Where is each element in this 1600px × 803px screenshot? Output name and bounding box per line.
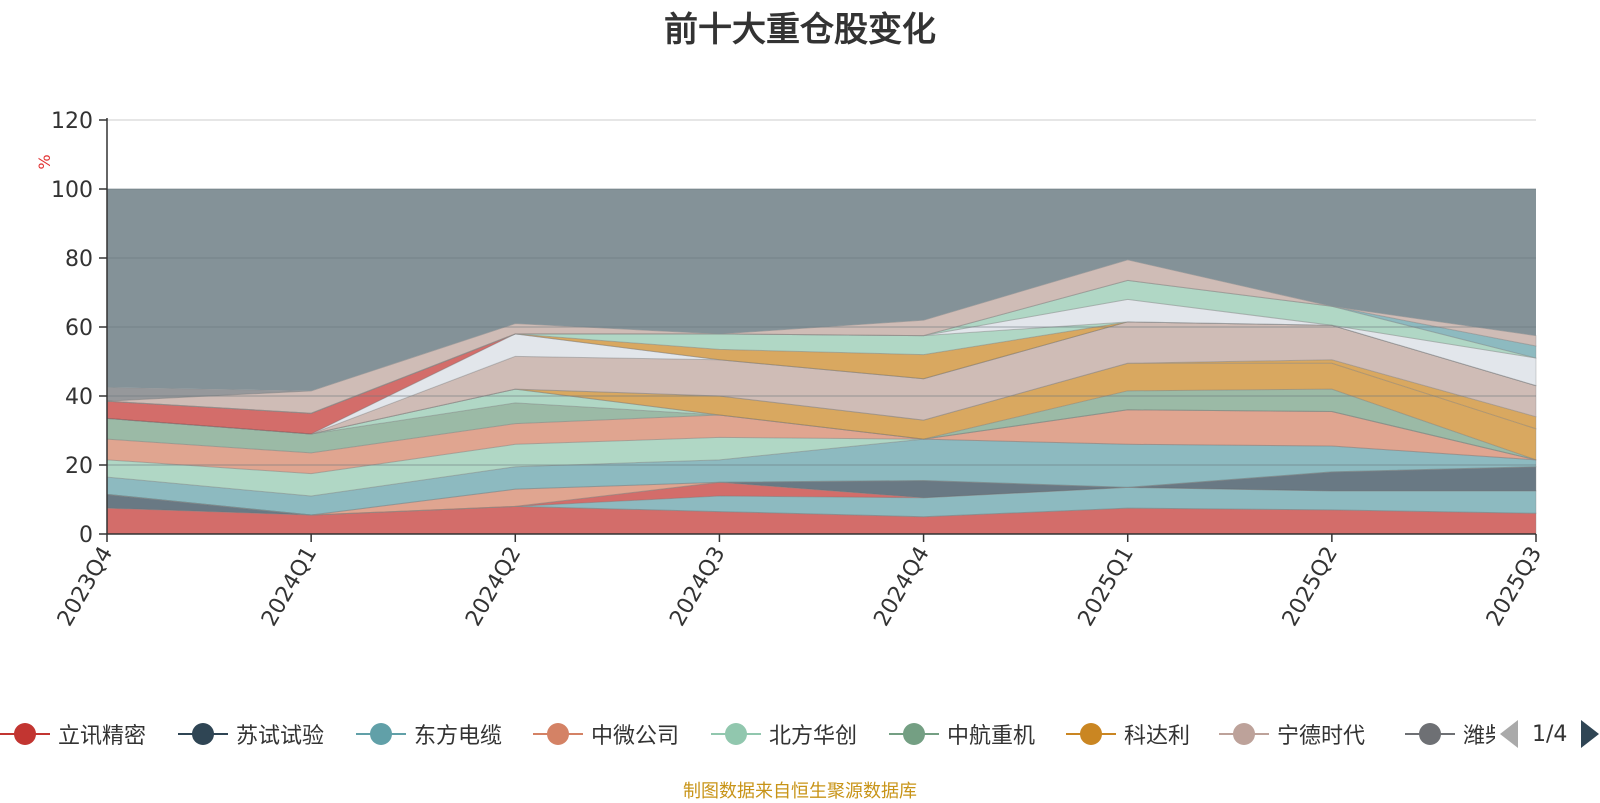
y-tick-label-40: 40 <box>65 385 93 410</box>
area-东方电缆 <box>106 486 1537 518</box>
legend-item[interactable]: 潍柴动力 <box>1405 718 1495 750</box>
legend-marker-icon <box>533 721 583 747</box>
legend-label: 潍柴动力 <box>1463 724 1495 749</box>
x-tick-label-2024Q3: 2024Q3 <box>665 543 730 631</box>
area-band-1 <box>106 466 1537 516</box>
legend-item[interactable]: 北方华创 <box>711 718 857 750</box>
legend-marker-icon <box>178 721 228 747</box>
y-tick-label-120: 120 <box>51 109 93 134</box>
legend-marker-icon <box>0 721 50 747</box>
legend-item[interactable]: 宁德时代 <box>1219 718 1365 750</box>
area-band-4 <box>106 409 1537 475</box>
y-tick-label-0: 0 <box>79 523 93 548</box>
legend-item[interactable]: 科达利 <box>1066 718 1190 750</box>
legend-label: 苏试试验 <box>236 724 325 749</box>
legend-label: 东方电缆 <box>414 724 503 749</box>
legend-item[interactable]: 东方电缆 <box>356 718 502 750</box>
legend-label: 中航重机 <box>947 724 1036 749</box>
legend-label: 宁德时代 <box>1277 724 1366 749</box>
y-tick-label-60: 60 <box>65 316 93 341</box>
x-tick-label-2024Q4: 2024Q4 <box>869 543 934 631</box>
area-band-0 <box>106 481 1536 516</box>
data-source-note: 制图数据来自恒生聚源数据库 <box>683 781 917 802</box>
legend-pager: 1/4 <box>1500 718 1600 750</box>
legend-marker-icon <box>1405 721 1455 747</box>
y-tick-label-80: 80 <box>65 247 93 272</box>
chart-title: 前十大重仓股变化 <box>664 10 936 50</box>
x-tick-label-2025Q2: 2025Q2 <box>1278 543 1343 631</box>
area-remainder <box>107 189 1536 391</box>
legend-marker-icon <box>1219 721 1269 747</box>
legend-marker-icon <box>356 721 406 747</box>
x-tick-label-2025Q3: 2025Q3 <box>1482 543 1547 631</box>
legend-marker-icon <box>1066 721 1116 747</box>
legend-marker-icon <box>711 721 761 747</box>
legend-label: 科达利 <box>1124 724 1191 749</box>
legend: 立讯精密 苏试试验 东方电缆 中微公司 北方华创 中航重机 科达利 宁德时代 潍柴动力 <box>0 718 1600 750</box>
y-tick-label-20: 20 <box>65 454 93 479</box>
legend-next-page-icon[interactable] <box>1581 720 1600 748</box>
stacked-area-chart: 0 20 40 60 80 100 120% 2023Q4 2024Q1 2024Q2 2024Q3… <box>35 109 1547 631</box>
area-band-3 <box>106 438 1537 516</box>
x-tick-label-2023Q4: 2023Q4 <box>53 543 118 631</box>
legend-item[interactable]: 苏试试验 <box>178 718 324 750</box>
y-axis-unit: % <box>35 154 54 169</box>
x-tick-label-2025Q1: 2025Q1 <box>1074 543 1139 631</box>
legend-item[interactable]: 中微公司 <box>533 718 679 750</box>
legend-label: 中微公司 <box>591 724 680 749</box>
legend-prev-page-icon[interactable] <box>1500 720 1518 748</box>
x-tick-label-2024Q1: 2024Q1 <box>257 543 322 631</box>
legend-page-indicator: 1/4 <box>1532 721 1568 747</box>
legend-marker-icon <box>889 721 939 747</box>
legend-item[interactable]: 立讯精密 <box>0 718 146 750</box>
y-tick-label-100: 100 <box>51 178 93 203</box>
legend-label: 北方华创 <box>769 724 858 749</box>
x-tick-label-2024Q2: 2024Q2 <box>461 543 526 631</box>
legend-item[interactable]: 中航重机 <box>889 718 1035 750</box>
legend-label: 立讯精密 <box>58 724 147 749</box>
